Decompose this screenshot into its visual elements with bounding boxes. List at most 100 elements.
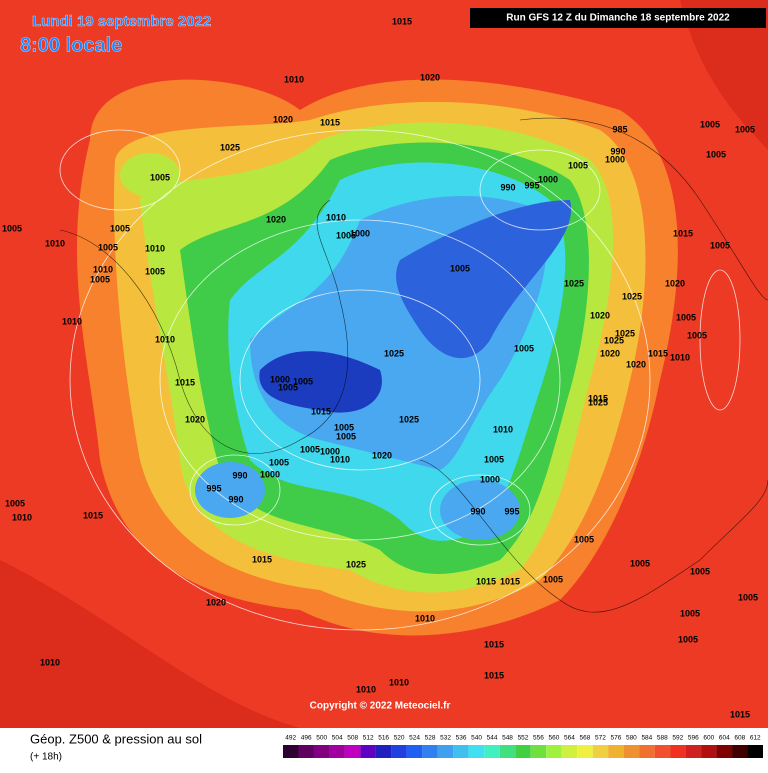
- legend-value: 516: [378, 735, 389, 742]
- isobar-label: 1005: [630, 558, 650, 568]
- isobar-label: 1020: [626, 359, 646, 369]
- legend-swatch: [499, 745, 516, 758]
- isobar-label: 1025: [564, 278, 584, 288]
- isobar-label: 1005: [484, 454, 504, 464]
- isobar-label: 1010: [40, 657, 60, 667]
- isobar-label: 1005: [706, 149, 726, 159]
- forecast-date: Lundi 19 septembre 2022: [32, 13, 211, 30]
- isobar-label: 1005: [680, 608, 700, 618]
- colorbar: 492 496 500 504 508 512 516 520 524 528 532 536 540 5…: [283, 735, 763, 758]
- coastlines: [59, 117, 768, 613]
- legend-value: 508: [347, 735, 358, 742]
- legend-value: 552: [518, 735, 529, 742]
- isobar-label: 1020: [600, 348, 620, 358]
- isobar-label: 1015: [476, 576, 496, 586]
- isobar-label: 1020: [372, 450, 392, 460]
- run-box: [470, 8, 766, 28]
- legend-swatch: [670, 745, 686, 758]
- isobar-label: 1005: [568, 160, 588, 170]
- legend-value: 588: [657, 735, 668, 742]
- legend-value: 572: [595, 735, 606, 742]
- isobar-label: 1005: [687, 330, 707, 340]
- isobar-label: 1000: [260, 469, 280, 479]
- legend-swatch: [716, 745, 733, 758]
- legend-swatch: [732, 745, 748, 758]
- legend-value: 496: [301, 735, 312, 742]
- legend-value: 536: [456, 735, 467, 742]
- legend-value: 592: [672, 735, 683, 742]
- legend-value: 600: [703, 735, 714, 742]
- isobar-label: 1005: [293, 376, 313, 386]
- legend-lead: (+ 18h): [30, 752, 62, 763]
- isobar-label: 1025: [220, 142, 240, 152]
- legend-value: 564: [564, 735, 575, 742]
- isobar-label: 1025: [615, 328, 635, 338]
- isobar-label: 1025: [399, 414, 419, 424]
- isobar-label: 1020: [266, 214, 286, 224]
- isobar-label: 1025: [346, 559, 366, 569]
- isobar-label: 1005: [278, 382, 298, 392]
- legend-swatch: [639, 745, 655, 758]
- isobar-label: 990: [228, 494, 243, 504]
- legend-swatch: [329, 745, 345, 758]
- legend-value: 544: [487, 735, 498, 742]
- isobar-label: 1005: [145, 266, 165, 276]
- legend-swatch: [515, 745, 531, 758]
- isobar-label: 1025: [604, 335, 624, 345]
- legend-swatch: [344, 745, 361, 758]
- isobar-label: 1025: [384, 348, 404, 358]
- low-center: [440, 480, 520, 540]
- isobar-label: 1010: [330, 454, 350, 464]
- legend-value: 584: [641, 735, 652, 742]
- isobar-label: 1000: [350, 228, 370, 238]
- legend-swatch: [283, 745, 299, 758]
- legend-swatch: [313, 745, 330, 758]
- legend-value: 520: [394, 735, 405, 742]
- isobar-label: 1005: [738, 592, 758, 602]
- legend-swatch: [592, 745, 609, 758]
- isobar-label: 1015: [311, 406, 331, 416]
- isobar-label: 1005: [678, 634, 698, 644]
- isobar-label: 1010: [356, 684, 376, 694]
- isobar-label: 990: [232, 470, 247, 480]
- isobar-label: 1020: [665, 278, 685, 288]
- isobar-label: 1015: [484, 639, 504, 649]
- legend-swatch: [530, 745, 547, 758]
- isobar-label: 995: [524, 180, 539, 190]
- isobar-label: 1010: [155, 334, 175, 344]
- isobar-label: 1005: [676, 312, 696, 322]
- legend-title: Géop. Z500 & pression au sol: [30, 731, 202, 746]
- isobar-label: 1010: [45, 238, 65, 248]
- legend-swatch: [422, 745, 438, 758]
- isobar-label: 1005: [735, 124, 755, 134]
- isobar-label: 1010: [415, 613, 435, 623]
- legend-value: 524: [409, 735, 420, 742]
- isobar-label: 1000: [605, 154, 625, 164]
- legend-value: 500: [316, 735, 327, 742]
- warm-zone: [0, 560, 300, 728]
- isobar-label: 990: [500, 182, 515, 192]
- isobar-label: 1010: [493, 424, 513, 434]
- isobar-label: 1015: [673, 228, 693, 238]
- legend-swatch: [608, 745, 624, 758]
- isobar-label: 1005: [336, 431, 356, 441]
- isobar-label: 1020: [206, 597, 226, 607]
- isobar-label: 1020: [185, 414, 205, 424]
- isobar-label: 995: [206, 483, 221, 493]
- legend-value: 596: [688, 735, 699, 742]
- copyright: Copyright © 2022 Meteociel.fr: [310, 701, 451, 712]
- isobar-label: 1005: [90, 274, 110, 284]
- isobar-label: 1015: [588, 393, 608, 403]
- legend-swatch: [360, 745, 376, 758]
- isobar-label: 1005: [514, 343, 534, 353]
- isobar-label: 1005: [543, 574, 563, 584]
- isobar-label: 1005: [574, 534, 594, 544]
- isobar-label: 1015: [730, 709, 750, 719]
- isobar-label: 1020: [420, 72, 440, 82]
- isobar-label: 1015: [320, 117, 340, 127]
- isobar-label: 1010: [670, 352, 690, 362]
- legend-value: 576: [610, 735, 621, 742]
- isobar-label: 1005: [110, 223, 130, 233]
- warm-zone: [680, 0, 768, 150]
